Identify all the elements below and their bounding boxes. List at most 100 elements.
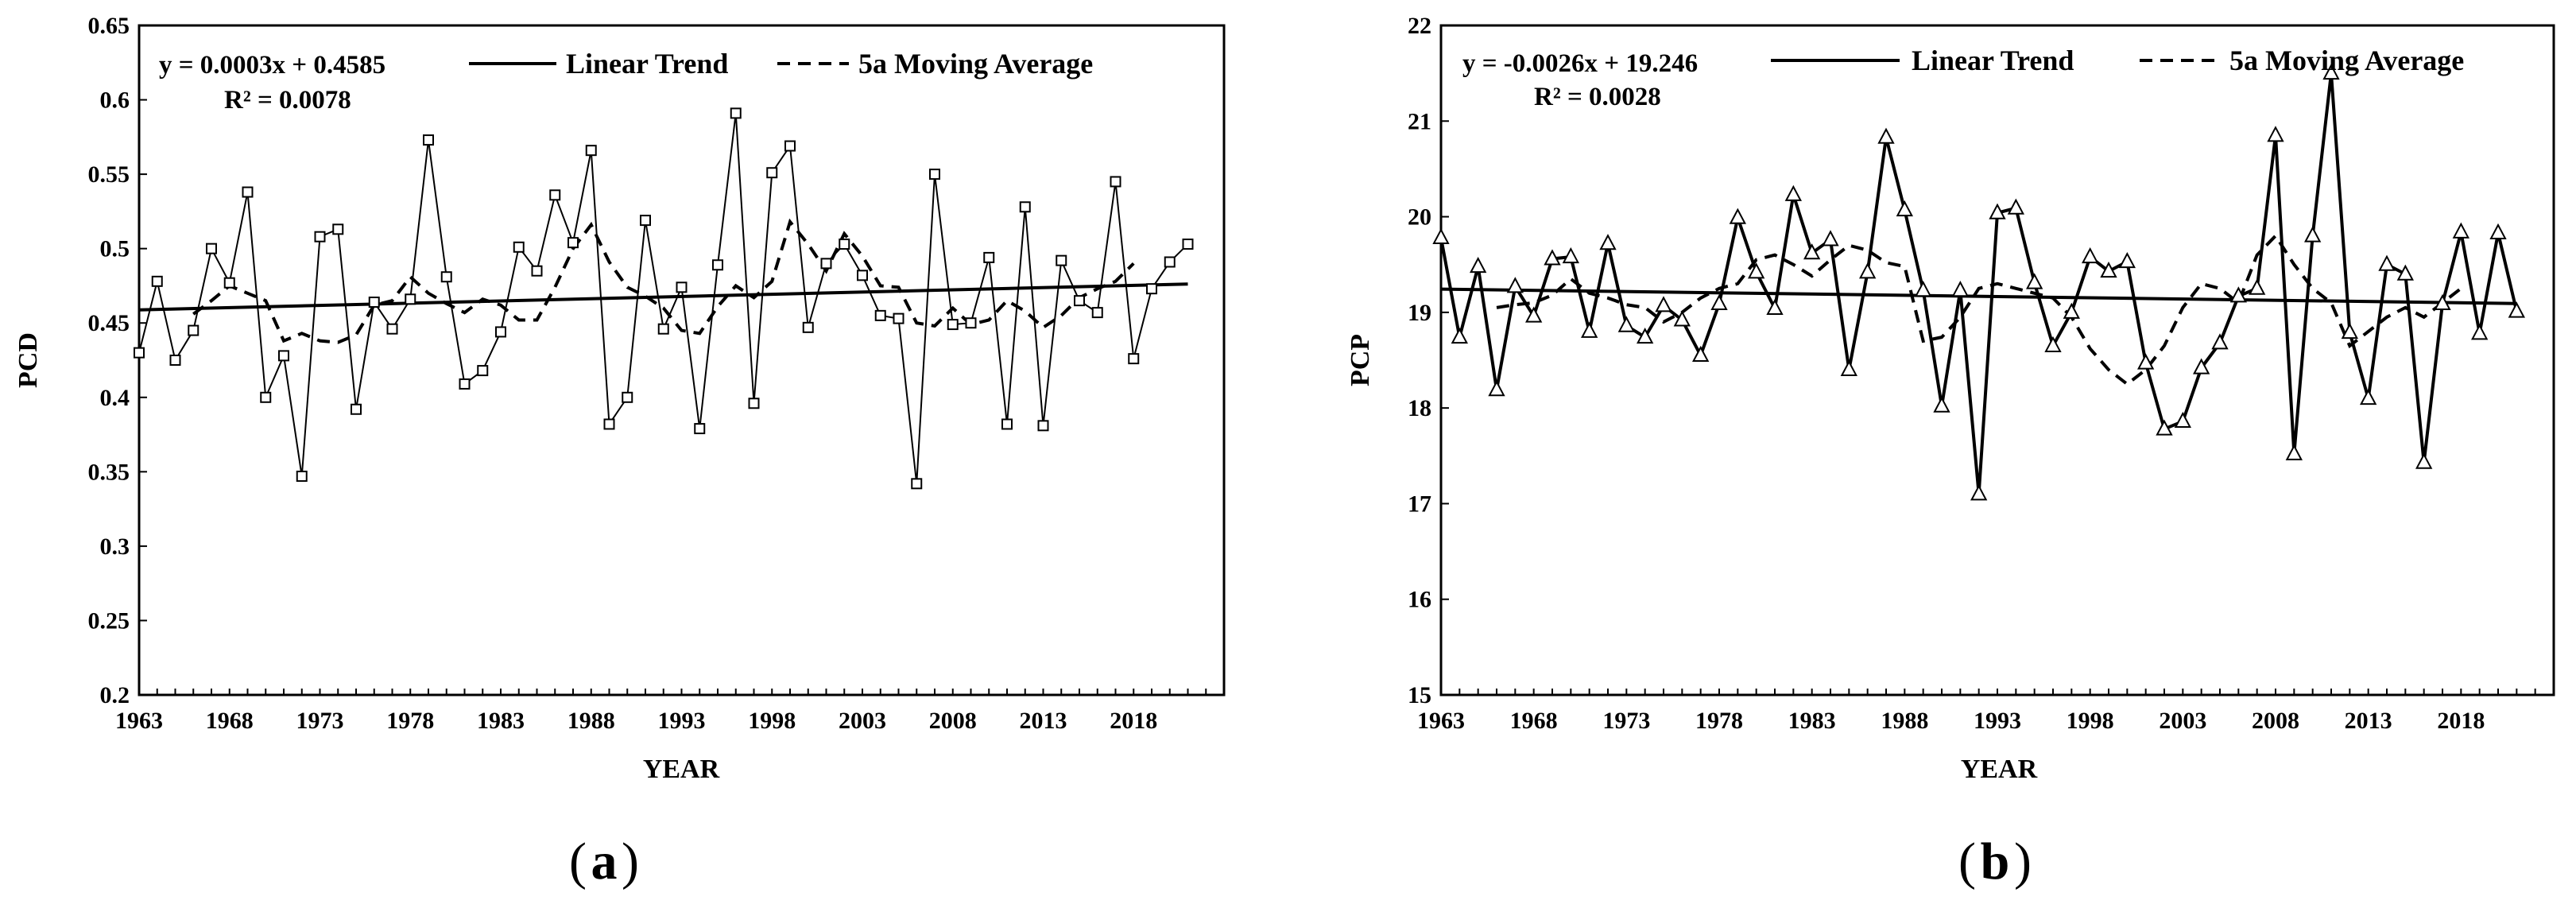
data-point-marker (1110, 176, 1121, 188)
moving-average-path (192, 218, 1135, 344)
data-point-marker (368, 297, 380, 308)
r-squared-text: R² = 0.0078 (224, 86, 351, 114)
y-tick-label: 0.25 (88, 607, 130, 634)
data-point-marker (1915, 281, 1932, 297)
data-point-marker (2174, 411, 2191, 428)
x-tick-label: 2003 (2159, 708, 2206, 734)
trend-line (138, 282, 1188, 312)
data-point-marker (712, 259, 723, 271)
y-tick-label: 17 (1408, 491, 1431, 517)
x-tick-label: 1993 (658, 708, 706, 734)
x-tick-label: 1998 (2067, 708, 2114, 734)
x-tick-label: 2013 (2345, 708, 2392, 734)
data-point-marker (2452, 222, 2469, 239)
y-tick-label: 21 (1408, 108, 1431, 134)
data-point-marker (1146, 283, 1157, 295)
data-point-marker (260, 391, 272, 403)
data-point-marker (874, 309, 886, 321)
data-point-marker (2137, 353, 2155, 370)
data-point-marker (2360, 388, 2377, 405)
data-point-marker (929, 169, 940, 180)
y-tick-label: 0.45 (88, 310, 130, 336)
data-point-marker (585, 145, 597, 157)
data-point-marker (2118, 251, 2136, 269)
data-point-marker (2156, 419, 2173, 436)
data-point-marker (1164, 256, 1176, 268)
data-point-marker (766, 167, 778, 179)
data-point-marker (2044, 336, 2062, 352)
moving-average-line (192, 218, 1135, 344)
data-point-marker (802, 321, 814, 333)
data-point-marker (134, 347, 145, 359)
data-point-marker (459, 378, 471, 390)
data-point-marker (2322, 64, 2340, 80)
data-point-marker (1951, 281, 1969, 297)
data-point-marker (839, 239, 850, 250)
panel-label-close-paren: ) (2014, 832, 2032, 891)
data-point-marker (351, 403, 362, 415)
data-point-marker (2378, 254, 2396, 271)
data-point-marker (2396, 264, 2414, 281)
y-tick-label: 0.55 (88, 161, 130, 188)
data-point-marker (2508, 301, 2525, 318)
plot-area-frame (138, 24, 1226, 697)
data-point-marker (495, 326, 506, 338)
y-tick-label: 19 (1408, 300, 1431, 326)
data-point-marker (2211, 333, 2229, 350)
data-point-marker (603, 418, 615, 430)
data-point-marker (1840, 359, 1857, 377)
data-point-marker (1037, 420, 1049, 432)
x-tick-label: 1993 (1974, 708, 2021, 734)
data-point-marker (2193, 358, 2210, 374)
data-point-marker (694, 423, 706, 435)
x-tick-label: 2018 (2437, 708, 2485, 734)
data-point-marker (1074, 295, 1085, 307)
data-point-marker (2285, 444, 2303, 460)
y-axis-ticks: 15 16 17 18 19 20 21 22 (1408, 13, 1449, 708)
y-tick-label: 0.4 (100, 385, 130, 411)
data-point-marker (2267, 126, 2284, 142)
data-point-marker (278, 350, 289, 362)
y-tick-label: 0.35 (88, 459, 130, 485)
panel-label-b: b (1981, 832, 2010, 891)
x-tick-label: 2018 (1110, 708, 1157, 734)
data-point-marker (1525, 306, 1543, 323)
x-tick-label: 1973 (296, 708, 344, 734)
data-point-marker (1001, 418, 1013, 430)
y-tick-label: 15 (1408, 682, 1431, 708)
x-tick-label: 1968 (1510, 708, 1558, 734)
data-point-marker (983, 251, 995, 263)
panel-label-open-paren: ( (569, 832, 587, 891)
data-point-marker (965, 317, 977, 329)
y-tick-label: 0.65 (88, 13, 130, 39)
x-tick-label: 1988 (1881, 708, 1928, 734)
data-point-marker (1692, 345, 1710, 362)
x-axis-title: YEAR (643, 755, 720, 784)
data-point-marker (857, 270, 868, 281)
equation-text: y = 0.0003x + 0.4585 (159, 51, 385, 80)
data-point-marker (893, 312, 905, 324)
x-tick-label: 1963 (115, 708, 163, 734)
y-axis-ticks: 0.2 0.25 0.3 0.35 0.4 0.45 0.5 0.55 0.6 0.65 (88, 13, 147, 708)
y-tick-label: 22 (1408, 13, 1431, 39)
data-point-marker (1970, 484, 1988, 501)
linear-trend-line (138, 282, 1188, 312)
data-point-marker (567, 237, 579, 249)
data-point-marker (1859, 262, 1877, 279)
data-point-marker (1673, 310, 1691, 327)
r-squared-text: R² = 0.0028 (1534, 83, 1661, 111)
data-point-marker (2304, 226, 2322, 243)
x-tick-label: 1983 (477, 708, 525, 734)
data-point-marker (2063, 302, 2080, 319)
data-point-marker (2026, 273, 2043, 289)
x-tick-label: 1963 (1417, 708, 1465, 734)
data-point-marker (477, 365, 489, 377)
x-tick-label: 1983 (1788, 708, 1836, 734)
data-point-marker (2007, 198, 2024, 215)
x-tick-label: 2003 (839, 708, 886, 734)
data-point-marker (2100, 261, 2117, 278)
data-point-marker (1562, 246, 1579, 264)
x-tick-label: 1973 (1602, 708, 1650, 734)
data-point-marker (1877, 127, 1895, 144)
data-point-marker (206, 243, 217, 254)
